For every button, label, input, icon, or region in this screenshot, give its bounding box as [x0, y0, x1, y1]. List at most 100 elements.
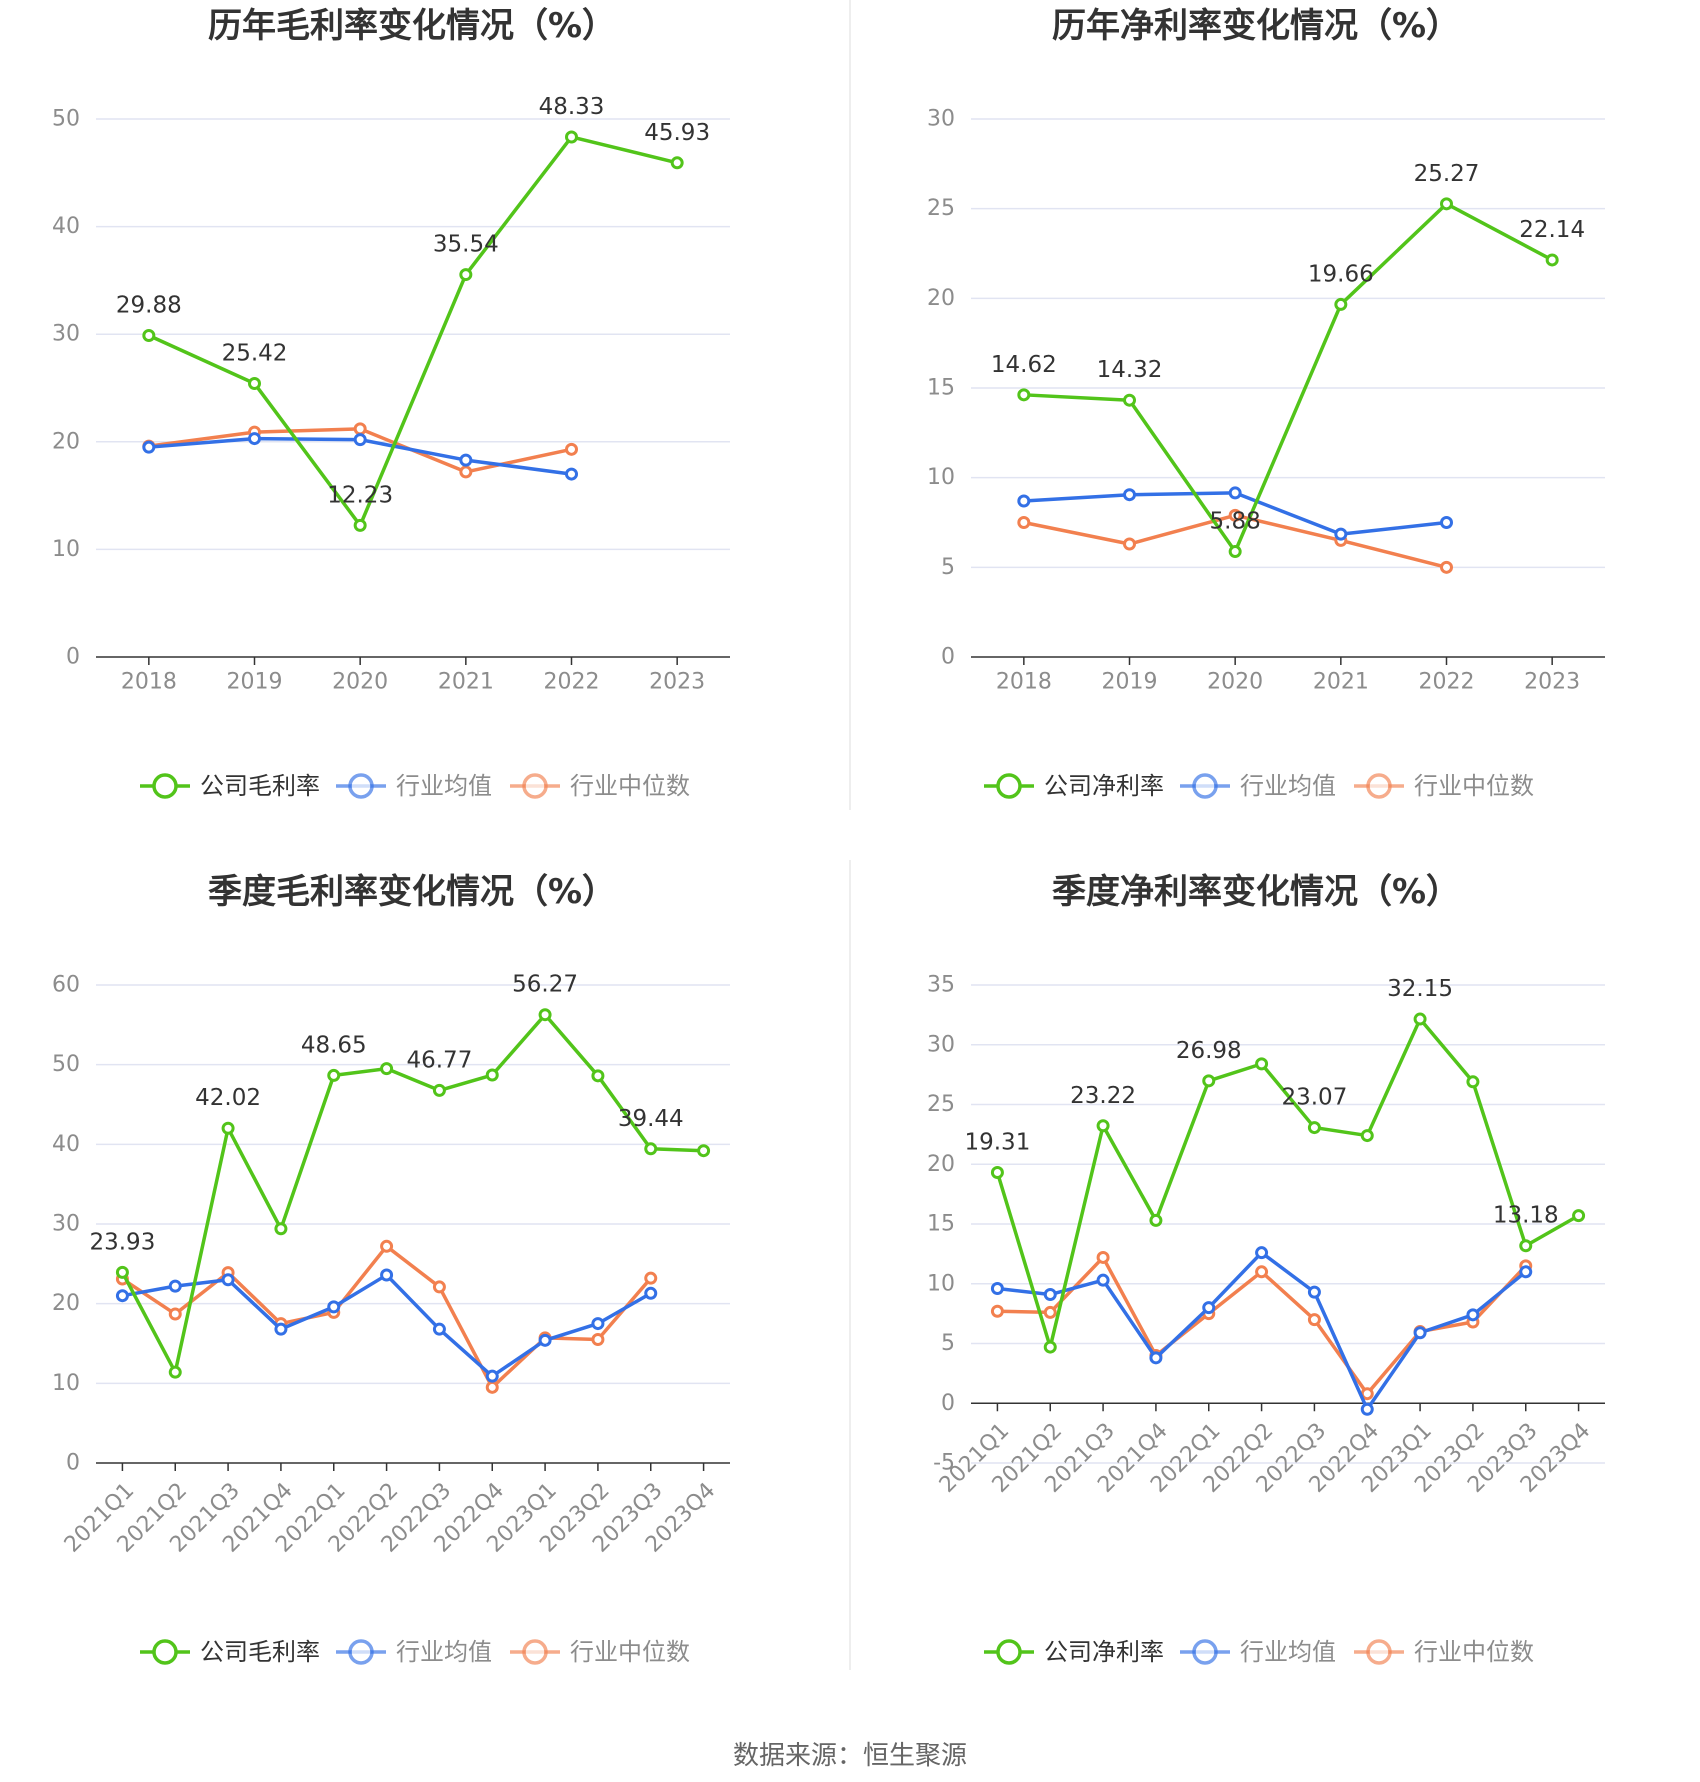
y-tick-label: 60 — [52, 973, 80, 998]
legend-item-industry-avg[interactable]: 行业均值 — [336, 772, 492, 800]
data-point — [1545, 253, 1559, 267]
legend-label[interactable]: 行业中位数 — [570, 772, 690, 800]
data-point — [1123, 537, 1136, 551]
legend-label[interactable]: 行业均值 — [1240, 772, 1336, 800]
data-point — [1149, 1213, 1163, 1227]
data-label: 32.15 — [1387, 976, 1453, 1002]
legend-label[interactable]: 行业均值 — [1240, 1638, 1336, 1666]
data-point — [168, 1365, 182, 1379]
data-point — [538, 1008, 552, 1022]
legend-label[interactable]: 公司毛利率 — [200, 772, 320, 800]
series-line — [1023, 202, 1553, 554]
legend: 公司毛利率 行业均值 行业中位数 — [140, 1638, 690, 1666]
x-tick-label: 2021 — [1313, 670, 1369, 695]
data-point — [142, 328, 156, 342]
legend-circle-icon — [348, 773, 374, 799]
chart-title: 历年净利率变化情况（%） — [1052, 6, 1460, 46]
chart-title: 季度毛利率变化情况（%） — [208, 872, 616, 912]
data-point — [1519, 1239, 1533, 1253]
legend-item-industry-median[interactable]: 行业中位数 — [1354, 1638, 1534, 1666]
data-point — [644, 1142, 658, 1156]
series-industry-median — [142, 422, 578, 479]
data-point — [1043, 1288, 1057, 1302]
data-label: 25.27 — [1414, 161, 1480, 187]
series-line — [995, 1017, 1580, 1349]
data-point — [990, 1304, 1004, 1318]
data-label: 14.62 — [991, 352, 1057, 378]
data-label: 13.18 — [1493, 1203, 1559, 1229]
legend-label[interactable]: 行业均值 — [396, 1638, 492, 1666]
data-point — [353, 433, 367, 447]
legend-circle-icon — [1192, 773, 1218, 799]
legend-item-industry-avg[interactable]: 行业均值 — [1180, 1638, 1336, 1666]
data-label: 46.77 — [406, 1047, 472, 1073]
legend-circle-icon — [522, 1639, 548, 1665]
legend-label[interactable]: 行业中位数 — [1414, 1638, 1534, 1666]
chart-title: 季度净利率变化情况（%） — [1052, 872, 1460, 912]
y-tick-label: 10 — [927, 465, 955, 490]
legend-item-industry-median[interactable]: 行业中位数 — [1354, 772, 1534, 800]
data-point — [115, 1265, 129, 1279]
data-point — [248, 432, 261, 446]
series-company: 23.93 42.02 48.65 46.77 56.27 39.44 — [89, 972, 711, 1379]
legend-label[interactable]: 公司净利率 — [1044, 772, 1164, 800]
series-line — [121, 1244, 653, 1390]
data-point — [565, 467, 578, 481]
legend-item-industry-avg[interactable]: 行业均值 — [1180, 772, 1336, 800]
data-point — [1202, 1301, 1216, 1315]
chart-panel-4: 季度净利率变化情况（%）-5051015202530352021Q12021Q2… — [927, 872, 1605, 1666]
data-point — [1096, 1250, 1110, 1264]
y-tick-label: 0 — [66, 1451, 80, 1476]
data-point — [1123, 488, 1136, 502]
legend-label[interactable]: 行业中位数 — [570, 1638, 690, 1666]
data-point — [432, 1322, 446, 1336]
data-point — [459, 465, 473, 479]
data-point — [1307, 1121, 1321, 1135]
data-point — [1519, 1265, 1533, 1279]
x-tick-label: 2022 — [1419, 670, 1475, 695]
data-source-text: 数据来源：恒生聚源 — [732, 1741, 967, 1771]
data-label: 48.65 — [301, 1032, 367, 1058]
legend-label[interactable]: 行业均值 — [396, 772, 492, 800]
series-company: 14.62 14.32 5.88 19.66 25.27 22.14 — [991, 161, 1585, 559]
legend-label[interactable]: 公司净利率 — [1044, 1638, 1164, 1666]
data-point — [644, 1271, 658, 1285]
legend-item-industry-median[interactable]: 行业中位数 — [510, 772, 690, 800]
y-tick-label: 5 — [941, 1331, 955, 1356]
y-tick-label: 20 — [52, 1291, 80, 1316]
y-tick-label: 30 — [927, 107, 955, 132]
legend-label[interactable]: 公司毛利率 — [200, 1638, 320, 1666]
series-industry-avg — [142, 432, 578, 481]
data-point — [353, 422, 367, 436]
legend-item-industry-median[interactable]: 行业中位数 — [510, 1638, 690, 1666]
legend: 公司毛利率 行业均值 行业中位数 — [140, 772, 690, 800]
legend-item-company[interactable]: 公司净利率 — [984, 772, 1164, 800]
x-tick-label: 2023 — [649, 670, 705, 695]
y-tick-label: 5 — [941, 555, 955, 580]
y-tick-label: 40 — [52, 214, 80, 239]
data-label: 42.02 — [195, 1085, 261, 1111]
data-point — [1255, 1246, 1269, 1260]
legend: 公司净利率 行业均值 行业中位数 — [984, 1638, 1534, 1666]
data-label: 26.98 — [1176, 1038, 1242, 1064]
legend-item-industry-avg[interactable]: 行业均值 — [336, 1638, 492, 1666]
data-label: 19.66 — [1308, 261, 1374, 287]
data-point — [1043, 1305, 1057, 1319]
legend-item-company[interactable]: 公司净利率 — [984, 1638, 1164, 1666]
series-line — [148, 135, 678, 528]
y-tick-label: 20 — [927, 1152, 955, 1177]
y-tick-label: -5 — [933, 1451, 955, 1476]
legend-item-company[interactable]: 公司毛利率 — [140, 1638, 320, 1666]
legend-circle-icon — [152, 773, 178, 799]
legend-label[interactable]: 行业中位数 — [1414, 772, 1534, 800]
data-point — [327, 1068, 341, 1082]
data-point — [1228, 545, 1242, 559]
x-tick-label: 2018 — [121, 670, 177, 695]
y-tick-label: 0 — [66, 645, 80, 670]
data-point — [1440, 516, 1453, 529]
legend-item-company[interactable]: 公司毛利率 — [140, 772, 320, 800]
y-tick-label: 10 — [927, 1271, 955, 1296]
chart-panel-2: 历年净利率变化情况（%） 0 5 10 15 20 25 30 2018 2019 2020 2021… — [927, 6, 1605, 800]
data-point — [432, 1083, 446, 1097]
